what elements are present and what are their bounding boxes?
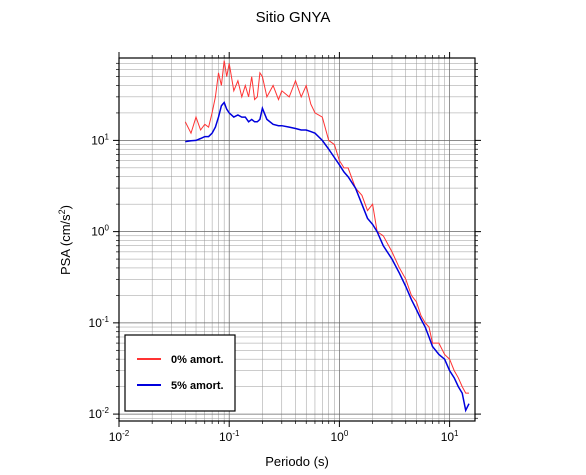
tick-label: 101	[441, 429, 459, 444]
tick-label-sup: 1	[454, 429, 459, 438]
tick-label: 10-2	[89, 406, 110, 421]
tick-label-sup: -1	[102, 315, 110, 324]
tick-label: 100	[330, 429, 348, 444]
tick-label-base: 10	[109, 430, 123, 444]
tick-label: 10-1	[219, 429, 240, 444]
tick-label: 10-1	[89, 315, 110, 330]
legend-label: 0% amort.	[171, 354, 224, 366]
tick-label-sup: -2	[122, 429, 130, 438]
y-axis-label: PSA (cm/s2)	[57, 205, 73, 275]
chart-title: Sitio GNYA	[256, 9, 331, 26]
tick-label: 100	[91, 224, 109, 239]
x-axis-label: Periodo (s)	[265, 454, 329, 469]
tick-label-base: 10	[91, 225, 105, 239]
tick-label-base: 10	[330, 430, 344, 444]
tick-label-sup: 0	[105, 224, 110, 233]
y-axis-label-text: PSA (cm/s	[58, 214, 73, 275]
legend-label: 5% amort.	[171, 380, 224, 392]
data-line	[185, 101, 470, 413]
y-axis-label-end: )	[58, 205, 73, 209]
tick-label-base: 10	[89, 407, 103, 421]
legend-box	[124, 334, 236, 412]
tick-label-sup: 1	[105, 132, 110, 141]
y-axis-label-sup: 2	[57, 209, 67, 214]
tick-label-sup: 0	[344, 429, 349, 438]
tick-label-base: 10	[91, 133, 105, 147]
tick-label-base: 10	[219, 430, 233, 444]
tick-label: 10-2	[109, 429, 130, 444]
data-line	[184, 60, 469, 394]
tick-label: 101	[91, 132, 109, 147]
tick-label-sup: -2	[102, 406, 110, 415]
tick-label-base: 10	[89, 316, 103, 330]
tick-label-base: 10	[441, 430, 455, 444]
tick-label-sup: -1	[232, 429, 240, 438]
plot-frame	[118, 57, 476, 422]
